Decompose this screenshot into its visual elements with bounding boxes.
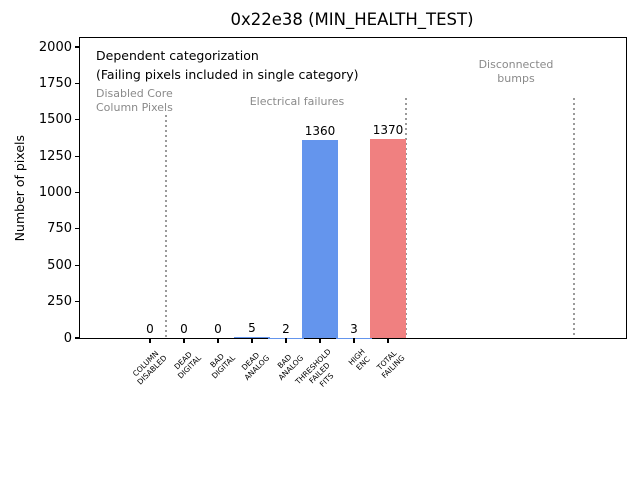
- y-tick-label: 2000: [38, 39, 72, 55]
- region-label-electrical-failures: Electrical failures: [249, 95, 345, 108]
- x-tick-mark: [149, 338, 151, 343]
- bar: [370, 138, 406, 338]
- y-tick-label: 1000: [38, 185, 72, 200]
- x-tick-mark: [217, 338, 219, 343]
- y-tick-label: 1750: [38, 75, 72, 91]
- y-tick-label: 250: [47, 294, 72, 310]
- y-tick-mark: [75, 301, 80, 303]
- chart-title: 0x22e38 (MIN_HEALTH_TEST): [230, 10, 474, 29]
- x-tick-mark: [183, 338, 185, 343]
- y-tick-mark: [75, 155, 80, 157]
- x-tick-label: DEAD ANALOG: [239, 350, 271, 383]
- bar-value-label: 0: [180, 322, 188, 336]
- y-tick-label: 1500: [38, 112, 72, 128]
- y-tick-mark: [75, 82, 80, 84]
- x-tick-mark: [319, 338, 321, 343]
- bar-value-label: 0: [146, 322, 154, 336]
- x-tick-label: DEAD DIGITAL: [172, 349, 203, 381]
- y-tick-label: 0: [63, 330, 72, 346]
- region-divider-line: [165, 115, 167, 338]
- y-tick-mark: [75, 119, 80, 121]
- region-label-disabled-core-column-pixels: Disabled Core Column Pixels: [96, 87, 173, 114]
- y-tick-mark: [75, 46, 80, 48]
- bar-value-label: 5: [248, 321, 256, 336]
- y-tick-label: 1250: [38, 148, 72, 164]
- region-label-disconnected-bumps: Disconnected bumps: [478, 58, 554, 85]
- x-tick-label: COLUMN DISABLED: [131, 348, 169, 387]
- note-line1: Dependent categorization: [96, 48, 259, 63]
- note-line2: (Failing pixels included in single categ…: [96, 67, 359, 82]
- region-divider-line: [573, 98, 575, 338]
- y-tick-mark: [75, 228, 80, 230]
- bar-value-label: 1370: [372, 122, 404, 137]
- y-tick-label: 750: [47, 221, 72, 237]
- x-tick-label: HIGH ENC: [346, 347, 372, 373]
- bar: [302, 140, 338, 338]
- y-tick-mark: [75, 191, 80, 194]
- region-divider-line: [405, 98, 407, 338]
- y-tick-label: 500: [47, 257, 72, 273]
- y-tick-mark: [75, 337, 80, 339]
- x-tick-label: TOTAL FAILING: [375, 348, 407, 381]
- plot-area: Number of pixels 0 250 500 750 1000 1250 1500 1…: [12, 37, 627, 389]
- x-tick-mark: [251, 338, 253, 343]
- bar: [234, 337, 270, 338]
- x-tick-mark: [285, 338, 287, 343]
- x-tick-mark: [353, 338, 355, 343]
- bar-value-label: 2: [282, 321, 290, 336]
- y-tick-mark: [75, 264, 80, 266]
- x-tick-mark: [387, 338, 389, 343]
- x-tick-label: BAD DIGITAL: [207, 351, 237, 381]
- bar-value-label: 0: [214, 322, 222, 336]
- bar-value-label: 3: [350, 321, 358, 336]
- bar-value-label: 1360: [304, 124, 336, 139]
